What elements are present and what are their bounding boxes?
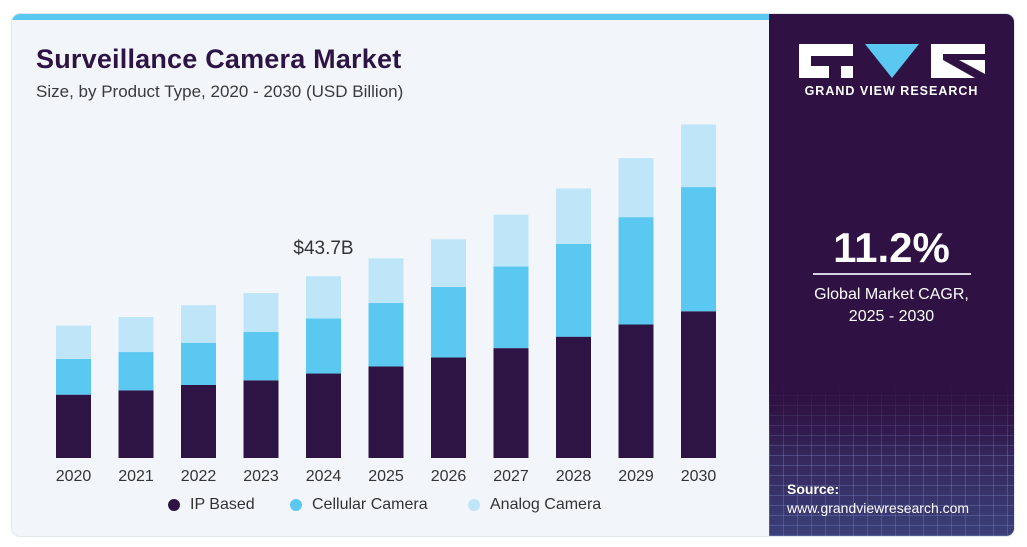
bar-cellular-camera-2026 <box>431 286 466 358</box>
x-tick-label-2023: 2023 <box>243 468 279 485</box>
stacked-bar-chart: 2020 2021 2022 2023 2024 $43.7B 2025 2026 2027 20… <box>56 124 717 485</box>
bar-ip-based-2029 <box>618 324 654 458</box>
bar-ip-based-2030 <box>681 311 716 458</box>
bar-analog-camera-2027 <box>493 214 529 267</box>
source-note: Source: www.grandviewresearch.com <box>787 480 969 518</box>
bar-analog-camera-2028 <box>556 188 591 244</box>
bar-analog-camera-2030 <box>681 124 716 188</box>
bar-ip-based-2022 <box>181 384 216 458</box>
bar-cellular-camera-2021 <box>118 352 154 391</box>
cagr-label-line-1: Global Market CAGR, <box>814 286 969 303</box>
bar-ip-based-2028 <box>556 336 591 458</box>
decorative-grid-floor <box>769 386 1014 536</box>
x-tick-label-2027: 2027 <box>493 468 529 485</box>
bar-ip-based-2024 <box>306 373 341 458</box>
bar-ip-based-2027 <box>493 348 529 458</box>
bar-cellular-camera-2025 <box>368 303 404 367</box>
bar-analog-camera-2021 <box>118 316 154 353</box>
legend-swatch-analog-camera <box>468 499 480 511</box>
bar-ip-based-2023 <box>243 380 279 458</box>
bar-cellular-camera-2022 <box>181 342 216 385</box>
bar-cellular-camera-2024 <box>306 318 341 374</box>
x-tick-label-2021: 2021 <box>118 468 154 485</box>
cagr-value: 11.2% <box>833 224 950 271</box>
bar-cellular-camera-2027 <box>493 266 529 349</box>
x-tick-label-2022: 2022 <box>181 468 217 485</box>
data-label-2024: $43.7B <box>293 238 353 259</box>
x-tick-label-2020: 2020 <box>56 468 92 485</box>
bar-analog-camera-2026 <box>431 239 466 287</box>
x-tick-label-2024: 2024 <box>306 468 342 485</box>
bar-cellular-camera-2023 <box>243 332 279 381</box>
bar-analog-camera-2023 <box>243 293 279 333</box>
chart-panel: Surveillance Camera Market Size, by Prod… <box>12 14 769 536</box>
legend-item-cellular-camera: Cellular Camera <box>290 496 428 514</box>
legend-swatch-ip-based <box>168 499 180 511</box>
bar-ip-based-2025 <box>368 366 404 458</box>
bar-analog-camera-2024 <box>306 276 341 319</box>
source-url[interactable]: www.grandviewresearch.com <box>787 500 970 516</box>
bar-ip-based-2021 <box>118 390 154 458</box>
bar-analog-camera-2025 <box>368 258 404 304</box>
legend-item-ip-based: IP Based <box>168 496 255 514</box>
chart-title: Surveillance Camera Market <box>36 44 402 74</box>
grand-view-research-logo-icon <box>799 44 985 78</box>
legend-item-analog-camera: Analog Camera <box>468 496 601 514</box>
brand-name: GRAND VIEW RESEARCH <box>804 84 979 98</box>
chart-subtitle: Size, by Product Type, 2020 - 2030 (USD … <box>36 82 404 101</box>
cagr-label: Global Market CAGR, 2025 - 2030 <box>769 284 1014 328</box>
source-label: Source: <box>787 481 840 497</box>
chart-legend: IP Based Cellular Camera Analog Camera <box>12 496 769 522</box>
bar-cellular-camera-2028 <box>556 243 591 337</box>
x-tick-label-2025: 2025 <box>368 468 404 485</box>
legend-label-analog-camera: Analog Camera <box>490 496 602 513</box>
bar-cellular-camera-2029 <box>618 217 654 325</box>
bar-cellular-camera-2020 <box>56 358 91 395</box>
bar-ip-based-2026 <box>431 357 466 458</box>
legend-label-cellular-camera: Cellular Camera <box>312 496 428 513</box>
x-tick-label-2030: 2030 <box>681 468 717 485</box>
bar-cellular-camera-2030 <box>681 187 716 312</box>
summary-panel: GRAND VIEW RESEARCH 11.2% Global Market … <box>769 14 1014 536</box>
bar-analog-camera-2020 <box>56 325 91 359</box>
x-tick-label-2026: 2026 <box>431 468 467 485</box>
bar-analog-camera-2022 <box>181 305 216 343</box>
cagr-label-line-2: 2025 - 2030 <box>848 308 935 325</box>
legend-swatch-cellular-camera <box>290 499 302 511</box>
x-tick-label-2029: 2029 <box>618 468 654 485</box>
infographic-card: Surveillance Camera Market Size, by Prod… <box>12 14 1014 536</box>
legend-label-ip-based: IP Based <box>190 496 255 513</box>
bar-analog-camera-2029 <box>618 158 654 218</box>
x-tick-label-2028: 2028 <box>556 468 592 485</box>
cagr-divider <box>813 273 971 275</box>
bar-ip-based-2020 <box>56 394 91 458</box>
